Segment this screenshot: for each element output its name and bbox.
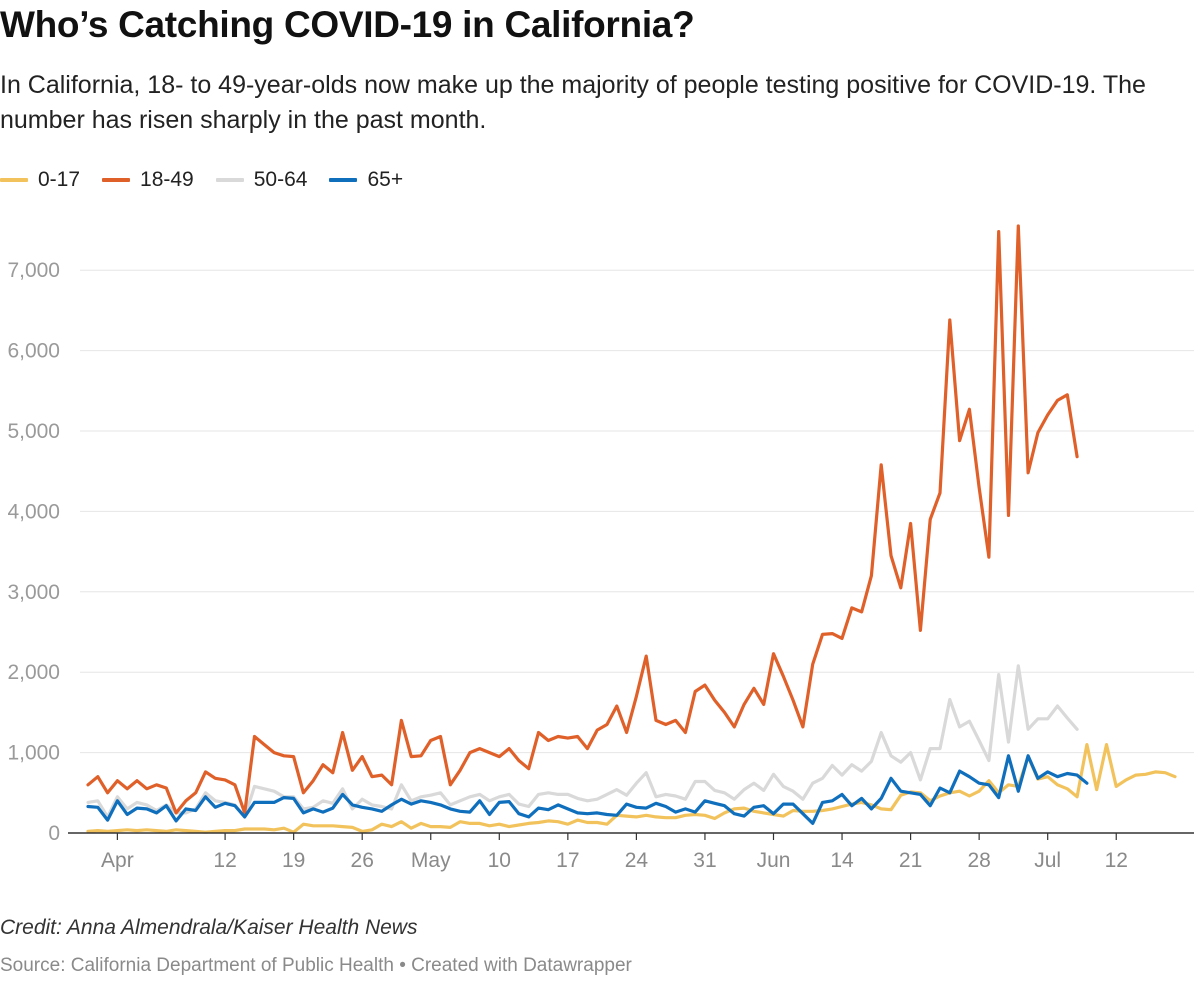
x-tick-label-35: May: [411, 849, 451, 872]
x-tick-label-70: Jun: [757, 849, 791, 872]
x-tick-label-42: 10: [488, 849, 511, 872]
legend-item-65-plus: 65+: [329, 168, 403, 192]
source-line: Source: California Department of Public …: [0, 955, 632, 976]
legend-swatch-65-plus: [329, 178, 358, 182]
x-tick-label-49: 17: [556, 849, 579, 872]
y-tick-label-4000: 4,000: [7, 500, 60, 523]
legend-item-0-17: 0-17: [0, 168, 80, 192]
y-tick-label-5000: 5,000: [7, 420, 60, 443]
y-tick-label-3000: 3,000: [7, 581, 60, 604]
legend-label-0-17: 0-17: [38, 168, 81, 191]
legend-swatch-50-64: [215, 178, 244, 182]
x-tick-label-56: 24: [625, 849, 649, 872]
series-line-0-17: [86, 742, 1177, 834]
y-tick-label-0: 0: [48, 822, 60, 845]
x-tick-label-28: 26: [351, 849, 374, 872]
legend-swatch-18-49: [102, 178, 131, 182]
x-tick-label-105: 12: [1105, 849, 1128, 872]
x-tick-label-84: 21: [899, 849, 922, 872]
chart-title: Who’s Catching COVID-19 in California?: [0, 4, 695, 45]
x-tick-label-21: 19: [282, 849, 305, 872]
x-tick-label-98: Jul: [1034, 849, 1061, 872]
y-tick-label-6000: 6,000: [7, 340, 60, 363]
x-tick-label-14: 12: [213, 849, 236, 872]
legend-swatch-0-17: [0, 178, 28, 182]
chart-legend: 0-17 18-49 50-64 65+: [0, 166, 425, 194]
chart-subtitle: In California, 18- to 49-year-olds now m…: [0, 71, 1146, 134]
x-tick-label-91: 28: [967, 849, 990, 872]
series-line-18-49: [86, 224, 1079, 815]
line-chart: 0 1,000 2,000 3,000 4,000 5,000 6,000 7,000 Apr 1…: [7, 224, 1194, 872]
legend-item-50-64: 50-64: [215, 168, 308, 192]
credit-line: Credit: Anna Almendrala/Kaiser Health Ne…: [0, 916, 418, 939]
legend-item-18-49: 18-49: [102, 168, 194, 192]
legend-label-65-plus: 65+: [367, 168, 404, 191]
x-tick-label-3: Apr: [101, 849, 134, 872]
series-line-65+: [86, 754, 1089, 826]
legend-label-50-64: 50-64: [253, 168, 308, 191]
y-tick-label-1000: 1,000: [7, 742, 60, 765]
legend-label-18-49: 18-49: [140, 168, 194, 191]
y-tick-label-2000: 2,000: [7, 661, 60, 684]
x-tick-label-63: 31: [693, 849, 716, 872]
series-line-50-64: [86, 664, 1079, 819]
y-tick-label-7000: 7,000: [7, 259, 60, 282]
x-tick-label-77: 14: [830, 849, 854, 872]
